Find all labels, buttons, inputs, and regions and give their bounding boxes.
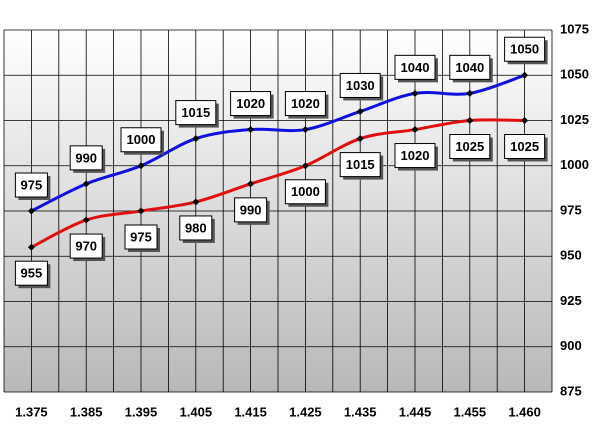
label-box — [14, 260, 48, 286]
point-marker — [247, 126, 255, 134]
point-marker — [27, 243, 35, 251]
point-marker — [356, 107, 364, 115]
data-label: 1015 — [181, 105, 210, 120]
label-box — [339, 72, 381, 98]
label-box — [230, 91, 272, 117]
data-label: 1040 — [455, 60, 484, 75]
y-tick-label: 1075 — [560, 21, 589, 36]
x-tick-label: 1.455 — [454, 404, 487, 419]
point-marker — [521, 71, 529, 79]
y-tick-label: 950 — [560, 248, 582, 263]
x-tick-label: 1.460 — [508, 404, 541, 419]
data-label: 1000 — [127, 132, 156, 147]
data-label: 955 — [21, 266, 43, 281]
data-label: 990 — [240, 202, 262, 217]
data-label: 1050 — [510, 42, 539, 57]
data-label: 970 — [75, 238, 97, 253]
label-box — [120, 127, 162, 153]
data-label: 1015 — [346, 157, 375, 172]
label-box — [175, 100, 217, 126]
y-tick-label: 1000 — [560, 157, 589, 172]
point-marker — [82, 180, 90, 188]
data-label: 1025 — [510, 139, 539, 154]
label-box — [124, 224, 158, 250]
label-box — [504, 36, 546, 62]
point-marker — [466, 117, 474, 124]
data-label: 1020 — [291, 96, 320, 111]
point-marker — [301, 126, 309, 134]
grid — [3, 29, 553, 393]
point-marker — [521, 117, 529, 124]
label-box — [394, 143, 436, 169]
y-tick-label: 1025 — [560, 112, 589, 127]
y-tick-label: 975 — [560, 202, 582, 217]
point-marker — [247, 180, 255, 188]
label-box — [449, 134, 491, 159]
x-tick-label: 1.415 — [234, 404, 267, 419]
y-tick-label: 925 — [560, 293, 582, 308]
label-box — [234, 197, 268, 223]
label-box — [14, 172, 48, 198]
point-marker — [82, 216, 90, 224]
point-marker — [411, 89, 419, 97]
x-tick-label: 1.405 — [180, 404, 213, 419]
point-marker — [466, 89, 474, 97]
data-label: 1020 — [236, 96, 265, 111]
x-tick-label: 1.375 — [15, 404, 48, 419]
data-label: 1025 — [455, 139, 484, 154]
data-label: 975 — [130, 229, 152, 244]
label-box — [504, 134, 546, 159]
label-box — [394, 54, 436, 80]
data-label: 1000 — [291, 184, 320, 199]
lines — [27, 71, 529, 251]
x-tick-label: 1.445 — [399, 404, 432, 419]
x-tick-label: 1.385 — [70, 404, 103, 419]
x-tick-label: 1.395 — [125, 404, 158, 419]
data-label: 1040 — [401, 60, 430, 75]
series-line — [30, 118, 525, 249]
label-box — [339, 152, 381, 178]
data-label: 975 — [21, 177, 43, 192]
labels: 875 900 925 950 975 1000 1025 1050 1075 1.375 1.38… — [14, 21, 589, 419]
data-label: 1030 — [346, 78, 375, 93]
point-marker — [411, 126, 419, 134]
x-tick-label: 1.425 — [289, 404, 322, 419]
data-label: 990 — [75, 150, 97, 165]
label-box — [179, 215, 213, 241]
data-label: 1020 — [401, 148, 430, 163]
point-marker — [192, 198, 200, 206]
point-marker — [137, 162, 145, 170]
y-tick-label: 1050 — [560, 67, 589, 82]
y-tick-label: 875 — [560, 383, 582, 398]
label-box — [284, 91, 326, 117]
y-tick-label: 900 — [560, 338, 582, 353]
x-tick-label: 1.435 — [344, 404, 377, 419]
point-marker — [301, 162, 309, 170]
point-marker — [192, 135, 200, 143]
point-marker — [356, 135, 364, 143]
data-label: 980 — [185, 220, 207, 235]
series-line — [30, 73, 526, 213]
label-box — [69, 145, 103, 171]
point-marker — [137, 207, 145, 215]
label-box — [449, 54, 491, 80]
label-box — [284, 179, 326, 205]
label-box — [69, 233, 103, 259]
point-marker — [27, 207, 35, 215]
